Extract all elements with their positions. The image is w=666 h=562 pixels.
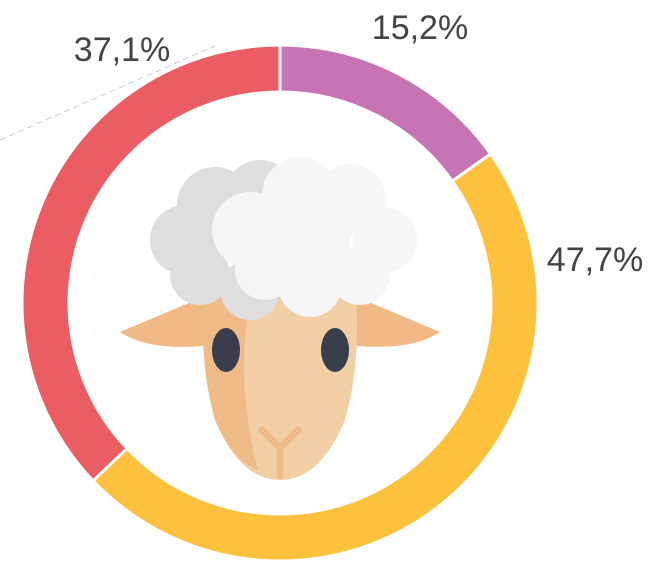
chart: 15,2% 47,7% 37,1% <box>0 0 666 562</box>
value-label: 37,1% <box>74 31 170 69</box>
value-label: 15,2% <box>372 9 468 47</box>
sheep-icon <box>120 157 440 480</box>
value-label: 47,7% <box>547 241 643 279</box>
